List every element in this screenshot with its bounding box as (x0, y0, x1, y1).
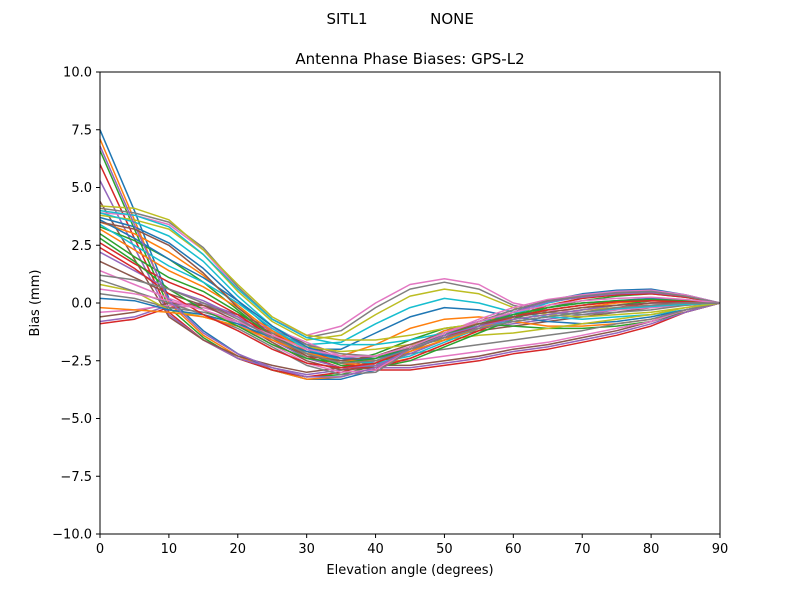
x-tick-label: 50 (436, 542, 453, 557)
y-tick-label: −5.0 (60, 412, 92, 427)
x-tick-label: 70 (574, 542, 591, 557)
y-tick-label: −10.0 (52, 528, 92, 543)
x-axis-label: Elevation angle (degrees) (326, 563, 493, 578)
x-tick-label: 40 (367, 542, 384, 557)
series-line-36 (99, 221, 720, 362)
x-tick-label: 30 (298, 542, 315, 557)
x-tick-label: 10 (161, 542, 178, 557)
series-line-25 (99, 251, 721, 369)
suptitle-right: NONE (430, 10, 474, 28)
plot-frame (99, 71, 721, 535)
series-line-24 (99, 242, 721, 369)
y-tick-label: −7.5 (60, 470, 92, 485)
series-line-30 (99, 209, 721, 346)
series-line-37 (99, 288, 721, 357)
x-tick-label: 60 (505, 542, 522, 557)
y-tick-label: 5.0 (71, 181, 92, 196)
x-tick-label: 80 (643, 542, 660, 557)
series-layer (99, 129, 721, 380)
x-tick-label: 20 (230, 542, 247, 557)
series-line-23 (99, 233, 721, 369)
x-tick-label: 0 (96, 542, 104, 557)
y-tick-label: 7.5 (71, 123, 92, 138)
series-line-38 (99, 274, 720, 364)
x-tick-label: 90 (712, 542, 729, 557)
chart-title: Antenna Phase Biases: GPS-L2 (295, 50, 524, 68)
series-line-8 (99, 207, 721, 339)
series-line-11 (99, 216, 721, 350)
y-tick-label: 2.5 (71, 239, 92, 254)
y-tick-label: −2.5 (60, 354, 92, 369)
suptitle-left: SITL1 (326, 10, 367, 28)
series-line-10 (99, 212, 721, 346)
y-axis-label: Bias (mm) (28, 270, 43, 337)
y-tick-label: 0.0 (71, 297, 92, 312)
y-tick-label: 10.0 (63, 66, 92, 81)
tick-layer: 0 10 20 30 40 50 60 70 80 90 −10.0 −7.5 −5.0 −2.5 0.0 2… (52, 66, 728, 558)
